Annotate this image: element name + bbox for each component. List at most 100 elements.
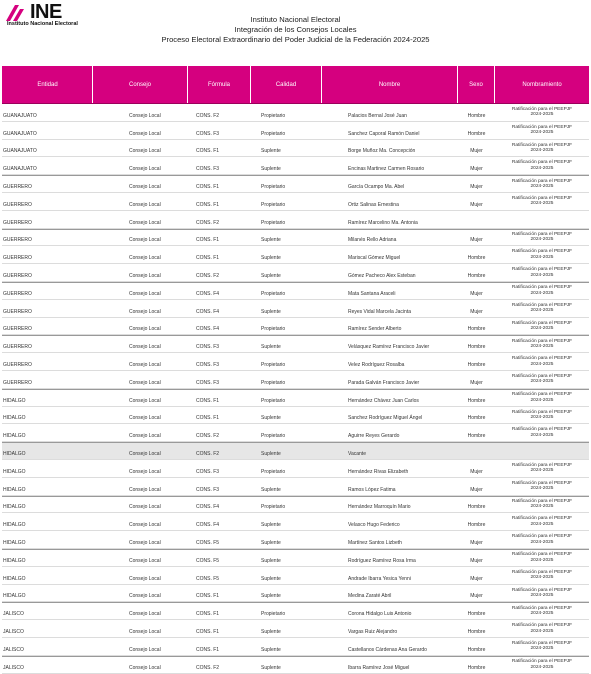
calidad-cell: Suplente <box>261 486 281 493</box>
calidad-cell: Propietario <box>261 219 286 226</box>
table-row: GUERRERO Consejo Local CONS. F4 Propietario… <box>2 281 589 300</box>
nombramiento-line-2: 2024-2025 <box>530 165 554 171</box>
calidad-cell: Suplente <box>261 415 281 422</box>
nombre-cell: Parada Galván Francisco Javier <box>348 379 420 386</box>
sexo-cell: Mujer <box>470 486 483 493</box>
nombre-cell: Reyes Vidal Marcela Jacinta <box>348 308 411 315</box>
nombramiento-line-1: Ratificación para el PEEPJF <box>511 124 573 130</box>
nombramiento-cell: Ratificación para el PEEPJF 2024-2025 <box>495 550 589 566</box>
sexo-cell: Hombre <box>467 415 486 422</box>
nombramiento-line-1: Ratificación para el PEEPJF <box>511 552 573 558</box>
consejo-cell: Consejo Local <box>129 361 161 368</box>
nombre-cell: Vargas Ruiz Alejandro <box>348 628 398 635</box>
nombramiento-line-2: 2024-2025 <box>530 184 554 190</box>
formula-cell: CONS. F1 <box>196 646 220 653</box>
entidad-cell: HIDALGO <box>3 397 26 404</box>
consejo-cell: Consejo Local <box>129 504 161 511</box>
nombramiento-line-2: 2024-2025 <box>530 112 554 118</box>
calidad-cell: Propietario <box>261 397 286 404</box>
formula-cell: CONS. F3 <box>196 130 220 137</box>
sexo-cell: Mujer <box>470 183 483 190</box>
nombre-cell: Velasco Hugo Federico <box>348 522 400 529</box>
entidad-cell: HIDALGO <box>3 450 26 457</box>
table-row: GUERRERO Consejo Local CONS. F1 Propietario… <box>2 175 589 193</box>
nombre-cell: Medina Zaraté Abril <box>348 593 392 600</box>
nombramiento-line-1: Ratificación para el PEEPJF <box>511 373 573 379</box>
table-row: GUANAJUATO Consejo Local CONS. F2 Propietar… <box>2 104 589 122</box>
nombramiento-cell: Ratificación para el PEEPJF 2024-2025 <box>495 157 589 174</box>
nombramiento-line-1: Ratificación para el PEEPJF <box>511 178 573 184</box>
nombre-cell: Gómez Pacheco Alex Esteban <box>348 272 416 279</box>
calidad-cell: Propietario <box>261 468 286 475</box>
nombramiento-line-1: Ratificación para el PEEPJF <box>511 569 573 575</box>
nombre-cell: Palacios Bernal José Juan <box>348 112 407 119</box>
sexo-cell: Mujer <box>470 379 483 386</box>
formula-cell: CONS. F2 <box>196 112 220 119</box>
formula-cell: CONS. F1 <box>196 415 220 422</box>
consejo-cell: Consejo Local <box>129 219 161 226</box>
consejo-cell: Consejo Local <box>129 148 161 155</box>
nombramiento-line-1: Ratificación para el PEEPJF <box>511 392 573 398</box>
sexo-cell: Hombre <box>467 628 486 635</box>
consejo-cell: Consejo Local <box>129 539 161 546</box>
sexo-cell: Hombre <box>467 130 486 137</box>
entidad-cell: HIDALGO <box>3 522 26 529</box>
nombramiento-line-2: 2024-2025 <box>530 325 554 331</box>
entidad-cell: GUANAJUATO <box>3 130 37 137</box>
nombre-cell: Vacante <box>348 450 366 457</box>
formula-cell: CONS. F3 <box>196 486 220 493</box>
calidad-cell: Suplente <box>261 148 281 155</box>
consejo-cell: Consejo Local <box>129 290 161 297</box>
table-row: HIDALGO Consejo Local CONS. F3 Propietario H… <box>2 460 589 478</box>
nombre-cell: Ortiz Salinas Ernestina <box>348 201 399 208</box>
entidad-cell: GUERRERO <box>3 308 32 315</box>
formula-cell: CONS. F4 <box>196 326 220 333</box>
title-process: Proceso Electoral Extraordinario del Pod… <box>161 35 430 44</box>
header-calidad: Calidad <box>251 66 322 103</box>
calidad-cell: Propietario <box>261 130 286 137</box>
nombramiento-cell: Ratificación para el PEEPJF 2024-2025 <box>495 353 589 370</box>
nombramiento-line-1: Ratificación para el PEEPJF <box>511 160 573 166</box>
entidad-cell: GUERRERO <box>3 379 32 386</box>
nombramiento-line-1: Ratificación para el PEEPJF <box>511 409 573 415</box>
entidad-cell: GUERRERO <box>3 219 32 226</box>
nombramiento-cell: Ratificación para el PEEPJF 2024-2025 <box>495 318 589 335</box>
sexo-cell: Mujer <box>470 201 483 208</box>
sexo-cell: Mujer <box>470 593 483 600</box>
nombramiento-line-1: Ratificación para el PEEPJF <box>511 534 573 540</box>
entidad-cell: JALISCO <box>3 664 24 671</box>
formula-cell: CONS. F1 <box>196 397 220 404</box>
header-sexo: Sexo <box>458 66 495 103</box>
nombramiento-line-1: Ratificación para el PEEPJF <box>511 587 573 593</box>
sexo-cell: Hombre <box>467 433 486 440</box>
formula-cell: CONS. F4 <box>196 522 220 529</box>
nombramiento-line-1: Ratificación para el PEEPJF <box>511 142 573 148</box>
entidad-cell: HIDALGO <box>3 504 26 511</box>
nombramiento-line-2: 2024-2025 <box>530 237 554 243</box>
consejo-cell: Consejo Local <box>129 575 161 582</box>
consejo-cell: Consejo Local <box>129 130 161 137</box>
formula-cell: CONS. F1 <box>196 611 220 618</box>
nombramiento-line-1: Ratificación para el PEEPJF <box>511 302 573 308</box>
header-nombramiento: Nombramiento <box>522 81 562 88</box>
table-row: GUERRERO Consejo Local CONS. F4 Suplente Rey… <box>2 300 589 318</box>
table-body: GUANAJUATO Consejo Local CONS. F2 Propietar… <box>2 104 589 674</box>
formula-cell: CONS. F1 <box>196 593 220 600</box>
table-row: GUANAJUATO Consejo Local CONS. F1 Suplente B… <box>2 140 589 158</box>
nombramiento-line-1: Ratificación para el PEEPJF <box>511 285 573 291</box>
nombre-cell: García Ocampo Ma. Abel <box>348 183 405 190</box>
sexo-cell: Mujer <box>470 575 483 582</box>
sexo-cell: Hombre <box>467 522 486 529</box>
nombramiento-line-1: Ratificación para el PEEPJF <box>511 356 573 362</box>
sexo-cell <box>458 211 495 228</box>
nombre-cell: Sanchez Caporal Ramón Daniel <box>348 130 420 137</box>
calidad-cell: Suplente <box>261 308 281 315</box>
nombre-cell: Milanés Rello Adriana <box>348 237 397 244</box>
consejo-cell: Consejo Local <box>129 628 161 635</box>
formula-cell: CONS. F2 <box>196 219 220 226</box>
nombramiento-cell: Ratificación para el PEEPJF 2024-2025 <box>495 176 589 192</box>
nombramiento-line-2: 2024-2025 <box>530 414 554 420</box>
councils-table: Entidad Consejo Fórmula Calidad Nombre S… <box>2 66 589 674</box>
formula-cell: CONS. F1 <box>196 237 220 244</box>
entidad-cell: GUERRERO <box>3 183 32 190</box>
